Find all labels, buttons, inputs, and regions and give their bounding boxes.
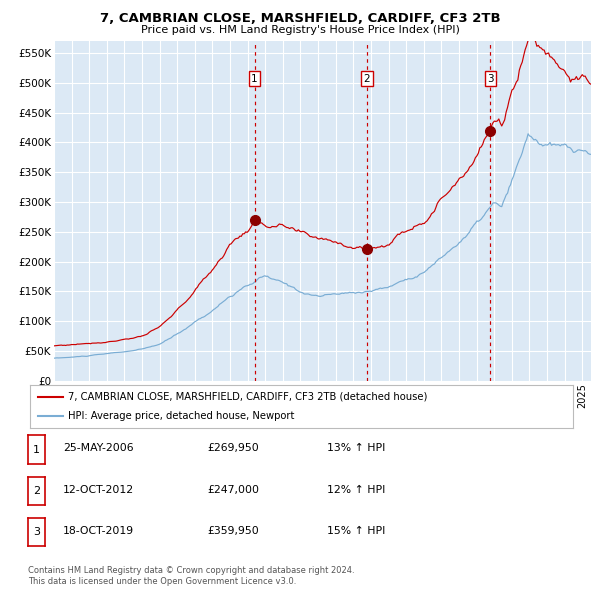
Text: 12% ↑ HPI: 12% ↑ HPI <box>327 485 385 494</box>
Text: This data is licensed under the Open Government Licence v3.0.: This data is licensed under the Open Gov… <box>28 577 296 586</box>
Text: 12-OCT-2012: 12-OCT-2012 <box>63 485 134 494</box>
Text: 1: 1 <box>33 445 40 454</box>
Text: 7, CAMBRIAN CLOSE, MARSHFIELD, CARDIFF, CF3 2TB (detached house): 7, CAMBRIAN CLOSE, MARSHFIELD, CARDIFF, … <box>68 392 427 402</box>
Text: £247,000: £247,000 <box>207 485 259 494</box>
Text: HPI: Average price, detached house, Newport: HPI: Average price, detached house, Newp… <box>68 411 295 421</box>
Text: 2: 2 <box>33 486 40 496</box>
Text: 2: 2 <box>364 74 370 84</box>
Text: 3: 3 <box>33 527 40 537</box>
Text: 1: 1 <box>251 74 258 84</box>
Text: £359,950: £359,950 <box>207 526 259 536</box>
Text: 3: 3 <box>487 74 494 84</box>
Text: Price paid vs. HM Land Registry's House Price Index (HPI): Price paid vs. HM Land Registry's House … <box>140 25 460 35</box>
Text: 18-OCT-2019: 18-OCT-2019 <box>63 526 134 536</box>
Text: 13% ↑ HPI: 13% ↑ HPI <box>327 444 385 453</box>
Text: 7, CAMBRIAN CLOSE, MARSHFIELD, CARDIFF, CF3 2TB: 7, CAMBRIAN CLOSE, MARSHFIELD, CARDIFF, … <box>100 12 500 25</box>
Text: Contains HM Land Registry data © Crown copyright and database right 2024.: Contains HM Land Registry data © Crown c… <box>28 566 355 575</box>
Text: 15% ↑ HPI: 15% ↑ HPI <box>327 526 385 536</box>
Text: 25-MAY-2006: 25-MAY-2006 <box>63 444 134 453</box>
Text: £269,950: £269,950 <box>207 444 259 453</box>
